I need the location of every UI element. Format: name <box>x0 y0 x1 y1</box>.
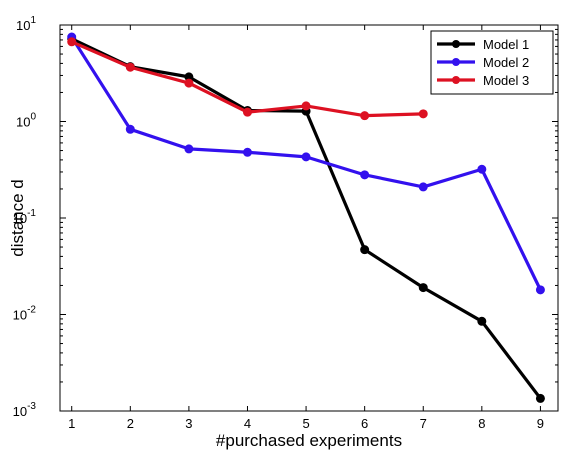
x-tick-label: 9 <box>537 416 544 431</box>
x-tick-label: 6 <box>361 416 368 431</box>
x-tick-label: 5 <box>302 416 309 431</box>
legend: Model 1 Model 2 Model 3 <box>430 30 554 95</box>
data-point-model-2 <box>360 170 370 180</box>
data-point-model-3 <box>360 111 370 121</box>
data-point-model-3 <box>184 78 194 88</box>
legend-label-model-2: Model 2 <box>483 55 529 70</box>
data-point-model-3 <box>125 62 135 72</box>
x-tick-label: 8 <box>478 416 485 431</box>
y-tick-label: 10-3 <box>13 401 37 419</box>
y-tick-label: 10-1 <box>13 208 37 226</box>
data-point-model-3 <box>242 107 252 117</box>
data-point-model-1 <box>360 245 370 255</box>
ticks: 1 2 3 4 5 6 7 8 9 101 100 10-1 10-2 10-3 <box>13 15 558 431</box>
data-point-model-2 <box>477 164 487 174</box>
data-point-model-2 <box>535 285 545 295</box>
data-point-model-3 <box>301 101 311 111</box>
y-axis-label: distance d <box>8 179 27 257</box>
x-tick-label: 1 <box>68 416 75 431</box>
data-point-model-2 <box>418 182 428 192</box>
y-tick-label: 101 <box>16 15 36 33</box>
x-axis-label: #purchased experiments <box>216 431 402 450</box>
x-tick-label: 7 <box>420 416 427 431</box>
legend-marker-model-1 <box>452 40 460 48</box>
x-tick-label: 4 <box>244 416 251 431</box>
data-point-model-1 <box>418 283 428 293</box>
x-tick-label: 2 <box>127 416 134 431</box>
data-point-model-2 <box>301 152 311 162</box>
legend-label-model-1: Model 1 <box>483 37 529 52</box>
legend-marker-model-2 <box>452 58 460 66</box>
data-point-model-1 <box>535 393 545 403</box>
data-point-model-1 <box>477 316 487 326</box>
y-tick-label: 100 <box>16 112 36 130</box>
y-tick-label: 10-2 <box>13 305 37 323</box>
data-point-model-2 <box>125 124 135 134</box>
series-layer <box>67 32 545 403</box>
data-point-model-2 <box>184 144 194 154</box>
data-point-model-3 <box>67 37 77 47</box>
data-point-model-3 <box>418 109 428 119</box>
data-point-model-2 <box>242 147 252 157</box>
legend-marker-model-3 <box>452 76 460 84</box>
legend-label-model-3: Model 3 <box>483 73 529 88</box>
x-tick-label: 3 <box>185 416 192 431</box>
